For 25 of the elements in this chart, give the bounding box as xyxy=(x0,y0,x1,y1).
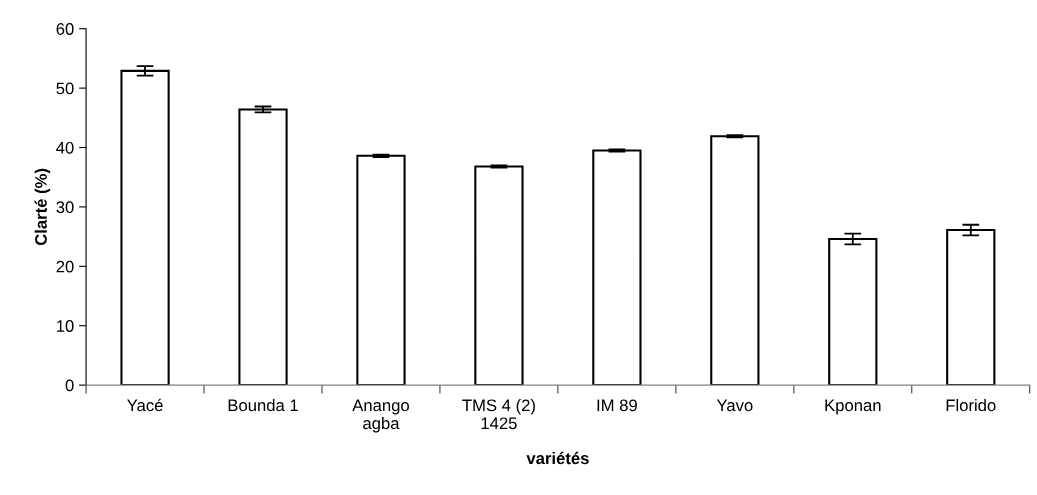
y-tick-label: 30 xyxy=(56,201,74,214)
y-tick-label: 50 xyxy=(56,82,74,95)
y-tick-label: 40 xyxy=(56,141,74,154)
y-tick-label: 0 xyxy=(65,379,74,392)
bar xyxy=(592,149,642,386)
x-tick-label: TMS 4 (2) 1425 xyxy=(462,399,535,430)
x-axis-title: variétés xyxy=(526,451,589,465)
bar xyxy=(946,229,996,386)
bar xyxy=(710,135,760,386)
y-tick-label: 10 xyxy=(57,320,74,332)
x-tick-label: IM 89 xyxy=(597,399,637,412)
y-axis-title: Clarté (%) xyxy=(34,168,51,246)
bar xyxy=(356,154,406,386)
x-tick-label: Yavo xyxy=(716,399,753,412)
x-tick-label: Kponan xyxy=(825,399,881,415)
x-tick-label: Yacé xyxy=(127,398,163,412)
y-tick-label: 20 xyxy=(56,260,74,273)
x-tick-label: Bounda 1 xyxy=(228,399,298,412)
y-tick-label: 60 xyxy=(56,23,74,35)
x-tick-label: Anango agba xyxy=(352,399,409,433)
bar xyxy=(238,108,288,386)
x-tick-label: Florido xyxy=(946,399,996,412)
bar xyxy=(120,69,170,386)
bar xyxy=(828,237,878,386)
bar xyxy=(474,165,524,386)
